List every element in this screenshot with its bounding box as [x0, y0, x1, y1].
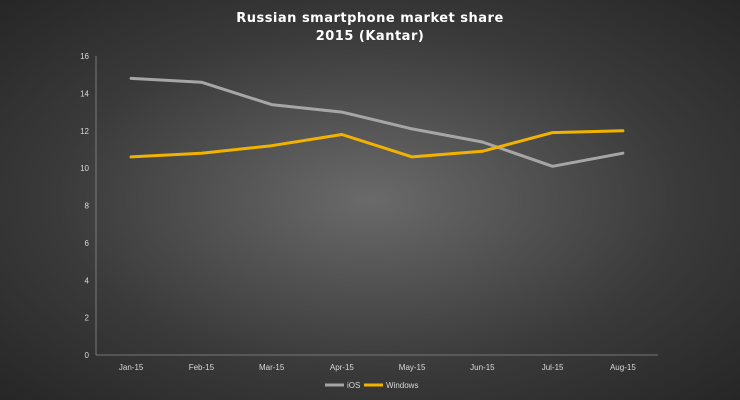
data-point-windows	[551, 131, 554, 134]
y-tick-label: 14	[80, 89, 89, 98]
x-tick-label: Jul-15	[542, 363, 564, 372]
chart-title: Russian smartphone market share	[236, 11, 504, 26]
y-tick-label: 0	[85, 351, 90, 360]
data-point-ios	[622, 152, 624, 154]
chart-subtitle: 2015 (Kantar)	[316, 29, 425, 44]
x-axis-ticks: Jan-15 Feb-15 Mar-15 Apr-15 May-15 Jun-15 Jul-…	[119, 363, 636, 372]
y-tick-label: 6	[85, 239, 90, 248]
data-point-ios	[481, 141, 484, 143]
x-tick-label: Mar-15	[259, 363, 285, 372]
series-line-windows	[129, 129, 625, 159]
y-tick-label: 8	[85, 202, 90, 211]
y-tick-label: 12	[80, 127, 89, 136]
legend: iOS Windows	[325, 381, 418, 390]
y-axis-ticks: 0 2 4 6 8 10 12 14 16	[80, 52, 89, 360]
data-point-ios	[270, 103, 273, 106]
x-tick-label: Aug-15	[610, 363, 636, 372]
x-tick-label: Apr-15	[330, 363, 355, 372]
legend-label-ios: iOS	[347, 381, 360, 390]
y-tick-label: 10	[80, 164, 89, 173]
data-point-windows	[481, 150, 484, 153]
data-point-windows	[130, 156, 132, 158]
x-tick-label: May-15	[399, 363, 426, 372]
series-lines	[129, 76, 625, 168]
x-tick-label: Jan-15	[119, 363, 144, 372]
series-line-ios	[129, 76, 625, 168]
data-point-windows	[200, 152, 203, 154]
data-point-ios	[411, 128, 413, 130]
x-tick-label: Jun-15	[470, 363, 495, 372]
data-point-ios	[551, 165, 554, 168]
data-point-ios	[130, 77, 132, 80]
y-tick-label: 2	[85, 314, 90, 323]
y-tick-label: 4	[85, 276, 90, 285]
data-point-windows	[341, 133, 343, 136]
y-tick-label: 16	[80, 52, 89, 61]
data-point-windows	[622, 129, 624, 132]
legend-label-windows: Windows	[386, 381, 418, 390]
x-tick-label: Feb-15	[189, 363, 215, 372]
data-point-windows	[411, 156, 413, 158]
data-point-ios	[341, 111, 343, 113]
data-point-windows	[270, 144, 273, 147]
data-point-ios	[200, 81, 203, 83]
